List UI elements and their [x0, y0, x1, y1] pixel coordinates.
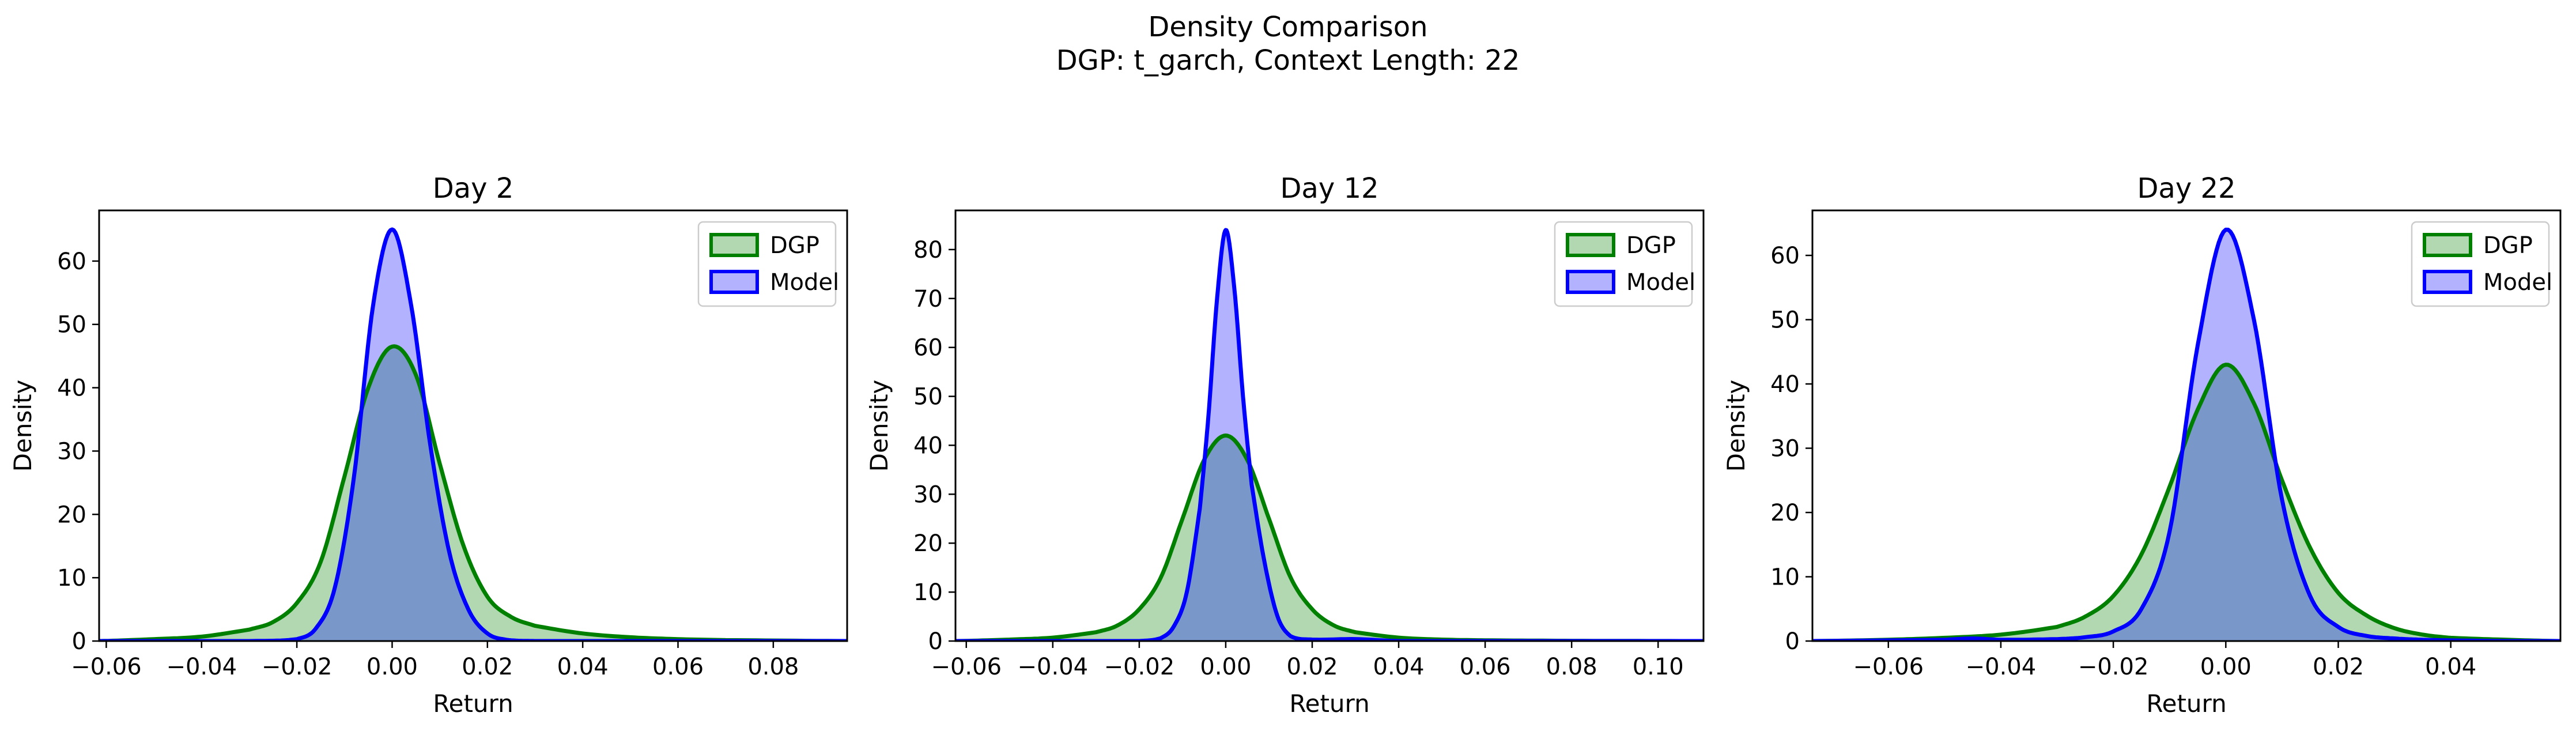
- panel-title: Day 12: [1280, 172, 1378, 205]
- legend-swatch-dgp: [2423, 233, 2472, 257]
- legend-swatch-dgp: [1566, 233, 1615, 257]
- legend-swatch-model: [709, 270, 759, 294]
- y-tick-label: 30: [913, 481, 943, 508]
- figure-title-line1: Density Comparison: [1148, 11, 1428, 43]
- figure-subtitle: DGP: t_garch, Context Length: 22: [1056, 44, 1520, 77]
- axes-frame: [954, 209, 1705, 642]
- x-tick-label: −0.04: [1966, 654, 2037, 680]
- legend-label-dgp: DGP: [1626, 232, 1676, 259]
- y-tick-label: 50: [1770, 307, 1800, 334]
- x-tick-label: −0.02: [1104, 654, 1175, 680]
- y-axis-label: Density: [865, 380, 893, 472]
- line-dgp: [955, 434, 1704, 641]
- area-overlap: [955, 435, 1704, 641]
- y-tick-label: 20: [1770, 500, 1800, 526]
- x-tick-label: 0.00: [2200, 654, 2252, 680]
- line-model: [955, 228, 1704, 641]
- y-tick-label: 40: [1770, 371, 1800, 398]
- x-tick-label: 0.08: [747, 654, 799, 680]
- x-tick-label: 0.06: [652, 654, 704, 680]
- y-tick-label: 80: [913, 237, 943, 263]
- x-tick-label: −0.06: [931, 654, 1002, 680]
- y-tick-label: 40: [57, 375, 86, 402]
- line-model: [99, 227, 847, 641]
- x-tick-label: −0.02: [2078, 654, 2149, 680]
- x-axis-label: Return: [1289, 689, 1369, 718]
- y-tick-label: 0: [72, 628, 86, 655]
- legend-swatch-model: [2423, 270, 2472, 294]
- x-tick-label: 0.02: [462, 654, 513, 680]
- y-tick-label: 60: [913, 335, 943, 361]
- area-overlap: [1812, 364, 2560, 641]
- axes-frame: [98, 209, 848, 642]
- x-tick-label: 0.06: [1460, 654, 1511, 680]
- plot-area: [1812, 227, 2560, 641]
- x-tick-label: −0.06: [1853, 654, 1924, 680]
- line-model: [1812, 227, 2560, 641]
- y-tick-label: 0: [928, 628, 943, 655]
- legend-label-dgp: DGP: [2483, 232, 2533, 259]
- x-axis-label: Return: [2146, 689, 2226, 718]
- y-tick-label: 50: [57, 312, 86, 338]
- y-tick-label: 50: [913, 384, 943, 410]
- x-tick-label: 0.10: [1633, 654, 1684, 680]
- legend-swatch-dgp: [709, 233, 759, 257]
- y-tick-label: 60: [1770, 243, 1800, 269]
- y-tick-label: 30: [57, 438, 86, 465]
- x-tick-label: −0.04: [166, 654, 237, 680]
- figure-title: Density Comparison DGP: t_garch, Context…: [0, 10, 2576, 77]
- legend: DGP Model: [1554, 221, 1695, 307]
- axes-frame: [1811, 209, 2562, 642]
- x-tick-label: 0.02: [2313, 654, 2364, 680]
- y-tick-label: 0: [1785, 628, 1800, 655]
- y-tick-label: 40: [913, 432, 943, 459]
- x-tick-label: −0.02: [262, 654, 333, 680]
- plot-area: [99, 227, 847, 641]
- panel-title: Day 22: [2137, 172, 2235, 205]
- y-tick-label: 10: [913, 579, 943, 606]
- x-tick-label: −0.04: [1018, 654, 1089, 680]
- x-tick-label: 0.04: [2425, 654, 2476, 680]
- plot-area: [955, 228, 1704, 641]
- line-dgp: [99, 344, 847, 641]
- x-tick-label: 0.04: [557, 654, 609, 680]
- x-tick-label: 0.00: [367, 654, 418, 680]
- legend: DGP Model: [697, 221, 839, 307]
- area-dgp: [955, 435, 1704, 641]
- y-tick-label: 30: [1770, 436, 1800, 462]
- legend-label-dgp: DGP: [770, 232, 819, 259]
- x-tick-label: 0.00: [1200, 654, 1251, 680]
- legend-label-model: Model: [770, 269, 839, 296]
- y-tick-label: 60: [57, 248, 86, 275]
- x-axis-label: Return: [433, 689, 513, 718]
- y-tick-label: 20: [57, 502, 86, 528]
- y-tick-label: 10: [57, 565, 86, 591]
- x-tick-label: −0.06: [71, 654, 142, 680]
- panel-title: Day 2: [433, 172, 514, 205]
- y-axis-label: Density: [9, 380, 37, 472]
- area-dgp: [99, 346, 847, 641]
- legend: DGP Model: [2411, 221, 2552, 307]
- panel-3: Day 22 −0.06 −0.04 −0.02 0.00 0.02 0.04 0 10 20 30…: [1722, 172, 2562, 718]
- line-dgp: [1812, 363, 2560, 641]
- legend-label-model: Model: [1626, 269, 1695, 296]
- legend-swatch-model: [1566, 270, 1615, 294]
- panel-2: Day 12 −0.06 −0.04 −0.02 0.00 0.02 0.04 0.06 0.0…: [865, 172, 1705, 718]
- y-tick-label: 10: [1770, 564, 1800, 591]
- y-tick-label: 70: [913, 286, 943, 312]
- y-axis-label: Density: [1722, 380, 1750, 472]
- y-tick-label: 20: [913, 530, 943, 557]
- x-tick-label: 0.08: [1546, 654, 1597, 680]
- x-tick-label: 0.04: [1373, 654, 1425, 680]
- x-tick-label: 0.02: [1286, 654, 1338, 680]
- panel-1: Day 2 −0.06 −0.04 −0.02 0.00 0.02 0.04 0.06 0.08…: [9, 172, 848, 718]
- legend-label-model: Model: [2483, 269, 2552, 296]
